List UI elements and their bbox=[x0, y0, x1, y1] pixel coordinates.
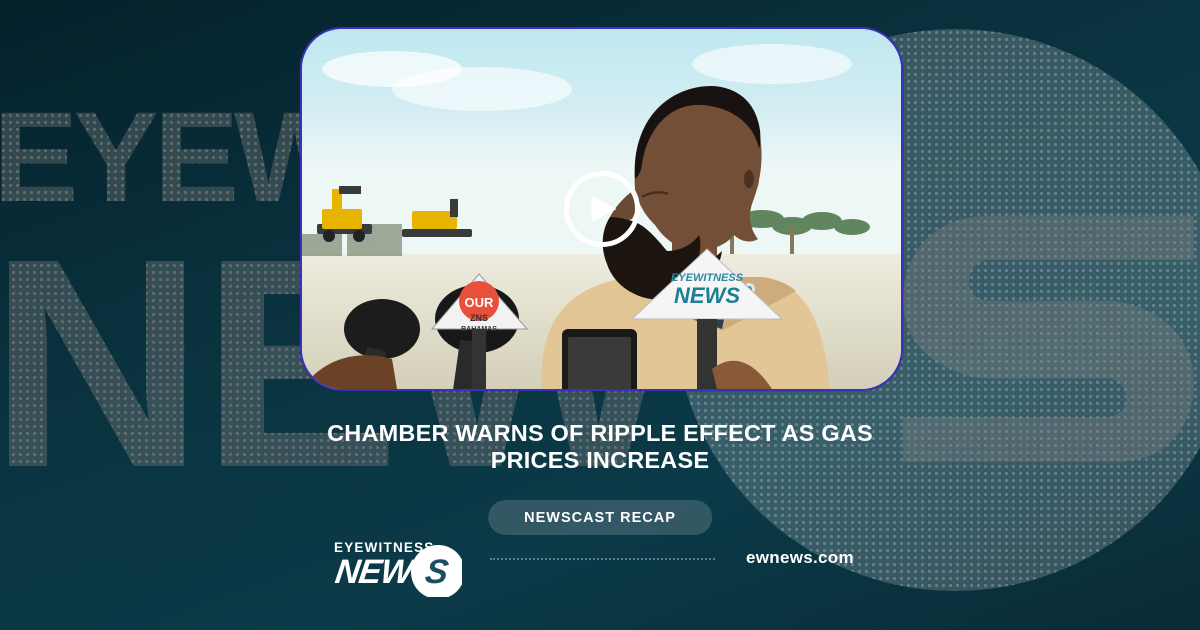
svg-text:NEW: NEW bbox=[333, 553, 418, 591]
svg-text:OUR: OUR bbox=[465, 295, 495, 310]
svg-text:NEWS: NEWS bbox=[674, 283, 740, 308]
svg-text:ZNS: ZNS bbox=[470, 313, 488, 323]
